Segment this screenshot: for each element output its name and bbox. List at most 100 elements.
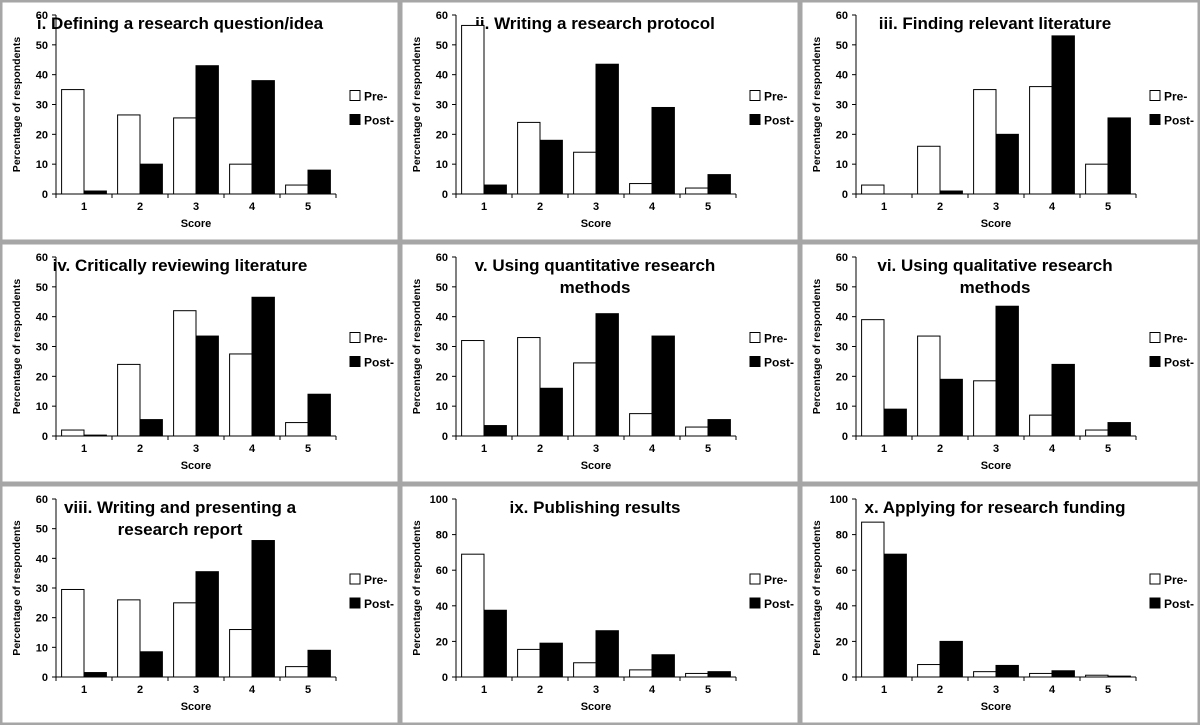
- pre-bar-3: [973, 671, 997, 678]
- post-bar-2: [139, 419, 163, 437]
- y-tick-label: 50: [836, 40, 848, 52]
- pre-bar-4: [1029, 414, 1053, 437]
- x-tick-label: 3: [993, 201, 999, 213]
- y-axis-label: Percentage of respondents: [811, 37, 823, 173]
- pre-bar-4: [229, 353, 253, 437]
- pre-bar-3: [173, 602, 197, 678]
- post-bar-3: [195, 571, 219, 678]
- post-bar-5: [707, 671, 731, 678]
- y-axis-label: Percentage of respondents: [11, 37, 23, 173]
- post-bar-5: [707, 419, 731, 437]
- legend-label-post: Post-: [1164, 114, 1194, 128]
- post-bar-3: [195, 65, 219, 195]
- x-tick-label: 2: [937, 684, 943, 696]
- y-axis-label: Percentage of respondents: [11, 279, 23, 415]
- chart-panel-9: x. Applying for research funding 0 20 40 60 8…: [800, 484, 1200, 725]
- y-tick-label: 0: [442, 431, 448, 443]
- x-axis-label: Score: [981, 460, 1012, 472]
- post-bar-1: [883, 553, 907, 678]
- bar-chart-3: iii. Finding relevant literature 0 10 20 30 4…: [800, 0, 1200, 242]
- x-axis-label: Score: [181, 701, 212, 713]
- x-tick-label: 4: [249, 201, 256, 213]
- pre-bar-2: [917, 664, 941, 678]
- y-tick-label: 30: [436, 100, 448, 112]
- x-tick-label: 3: [993, 443, 999, 455]
- chart-title: research report: [118, 520, 243, 539]
- legend-label-post: Post-: [364, 597, 394, 611]
- post-bar-4: [1051, 35, 1075, 195]
- legend-swatch-post: [349, 356, 361, 367]
- legend-label-post: Post-: [1164, 597, 1194, 611]
- y-tick-label: 100: [430, 494, 448, 506]
- bar-chart-4: iv. Critically reviewing literature 0 10 20…: [0, 242, 400, 484]
- post-bar-2: [939, 640, 963, 678]
- x-tick-label: 3: [993, 684, 999, 696]
- legend-swatch-pre: [749, 332, 761, 343]
- y-tick-label: 40: [36, 553, 48, 565]
- y-tick-label: 40: [36, 70, 48, 82]
- post-bar-1: [483, 425, 507, 437]
- legend-swatch-pre: [1149, 90, 1161, 101]
- y-tick-label: 10: [436, 159, 448, 171]
- panel-border: [400, 242, 800, 484]
- y-tick-label: 100: [830, 494, 848, 506]
- legend-label-post: Post-: [764, 356, 794, 370]
- x-tick-label: 4: [649, 201, 656, 213]
- x-tick-label: 2: [537, 684, 543, 696]
- y-tick-label: 50: [436, 282, 448, 294]
- x-tick-label: 1: [481, 443, 487, 455]
- legend-label-pre: Pre-: [764, 573, 787, 587]
- legend-label-pre: Pre-: [364, 573, 387, 587]
- post-bar-5: [1107, 422, 1131, 437]
- legend-swatch-post: [749, 597, 761, 609]
- pre-bar-1: [861, 184, 885, 195]
- post-bar-1: [83, 434, 107, 437]
- y-tick-label: 30: [836, 342, 848, 354]
- post-bar-3: [995, 664, 1019, 678]
- post-bar-5: [707, 174, 731, 195]
- chart-title: iv. Critically reviewing literature: [53, 256, 308, 275]
- post-bar-1: [883, 408, 907, 437]
- x-tick-label: 2: [537, 443, 543, 455]
- chart-title: vi. Using qualitative research: [877, 256, 1112, 275]
- y-tick-label: 10: [436, 401, 448, 413]
- post-bar-5: [307, 649, 331, 678]
- x-axis-label: Score: [981, 701, 1012, 713]
- x-tick-label: 2: [137, 201, 143, 213]
- chart-panel-7: viii. Writing and presenting a research r…: [0, 484, 400, 725]
- x-tick-label: 2: [937, 201, 943, 213]
- y-tick-label: 30: [836, 100, 848, 112]
- post-bar-4: [651, 654, 675, 678]
- y-tick-label: 20: [436, 636, 448, 648]
- y-tick-label: 50: [36, 282, 48, 294]
- post-bar-3: [595, 63, 619, 195]
- pre-bar-4: [629, 669, 653, 678]
- chart-title: ii. Writing a research protocol: [475, 14, 715, 33]
- x-tick-label: 3: [593, 684, 599, 696]
- x-tick-label: 1: [81, 443, 87, 455]
- y-tick-label: 20: [836, 636, 848, 648]
- y-tick-label: 0: [842, 672, 848, 684]
- x-tick-label: 4: [649, 684, 656, 696]
- bar-chart-1: i. Defining a research question/idea 0 10 2…: [0, 0, 400, 242]
- y-axis-label: Percentage of respondents: [811, 279, 823, 415]
- y-tick-label: 40: [436, 601, 448, 613]
- post-bar-1: [483, 184, 507, 195]
- y-tick-label: 20: [436, 129, 448, 141]
- y-tick-label: 20: [36, 613, 48, 625]
- post-bar-2: [939, 378, 963, 437]
- x-tick-label: 2: [137, 684, 143, 696]
- legend-label-pre: Pre-: [1164, 90, 1187, 104]
- legend-label-post: Post-: [364, 356, 394, 370]
- pre-bar-2: [517, 648, 541, 678]
- y-tick-label: 30: [36, 100, 48, 112]
- y-tick-label: 60: [836, 252, 848, 264]
- post-bar-3: [595, 630, 619, 678]
- x-axis-label: Score: [981, 218, 1012, 230]
- x-tick-label: 5: [305, 201, 311, 213]
- panel-border: [800, 242, 1200, 484]
- post-bar-4: [1051, 363, 1075, 437]
- chart-title: ix. Publishing results: [510, 498, 681, 517]
- post-bar-5: [1107, 675, 1131, 678]
- x-tick-label: 5: [705, 201, 711, 213]
